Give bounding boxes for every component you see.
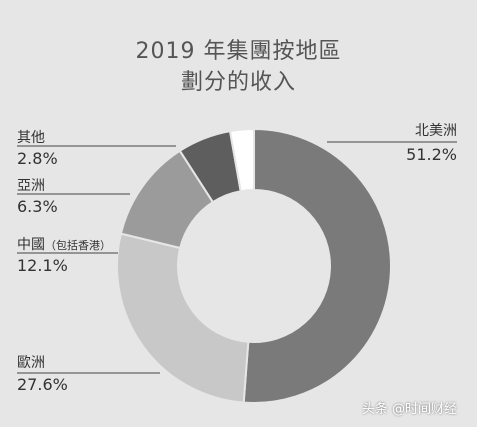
watermark: 头条 @时间财经 xyxy=(361,402,457,417)
donut-slice-europe xyxy=(116,232,250,404)
chart-subtitle: 劃分的收入 xyxy=(180,70,296,95)
label-north-america: 北美洲 xyxy=(415,123,457,139)
value-asia: 6.3% xyxy=(17,197,58,216)
donut-slice-north-america xyxy=(242,127,392,404)
label-asia: 亞洲 xyxy=(17,178,45,194)
value-north-america: 51.2% xyxy=(406,145,457,164)
label-china-main: 中國 xyxy=(17,237,45,253)
label-europe: 歐洲 xyxy=(17,355,45,371)
donut-slice-other xyxy=(228,127,255,193)
value-europe: 27.6% xyxy=(17,375,68,394)
value-china: 12.1% xyxy=(17,256,68,275)
value-other: 2.8% xyxy=(17,149,58,168)
chart-title: 2019 年集團按地區 xyxy=(135,39,342,64)
label-china: 中國（包括香港） xyxy=(17,234,111,254)
label-other: 其他 xyxy=(17,130,45,146)
label-china-suffix: （包括香港） xyxy=(45,239,111,252)
